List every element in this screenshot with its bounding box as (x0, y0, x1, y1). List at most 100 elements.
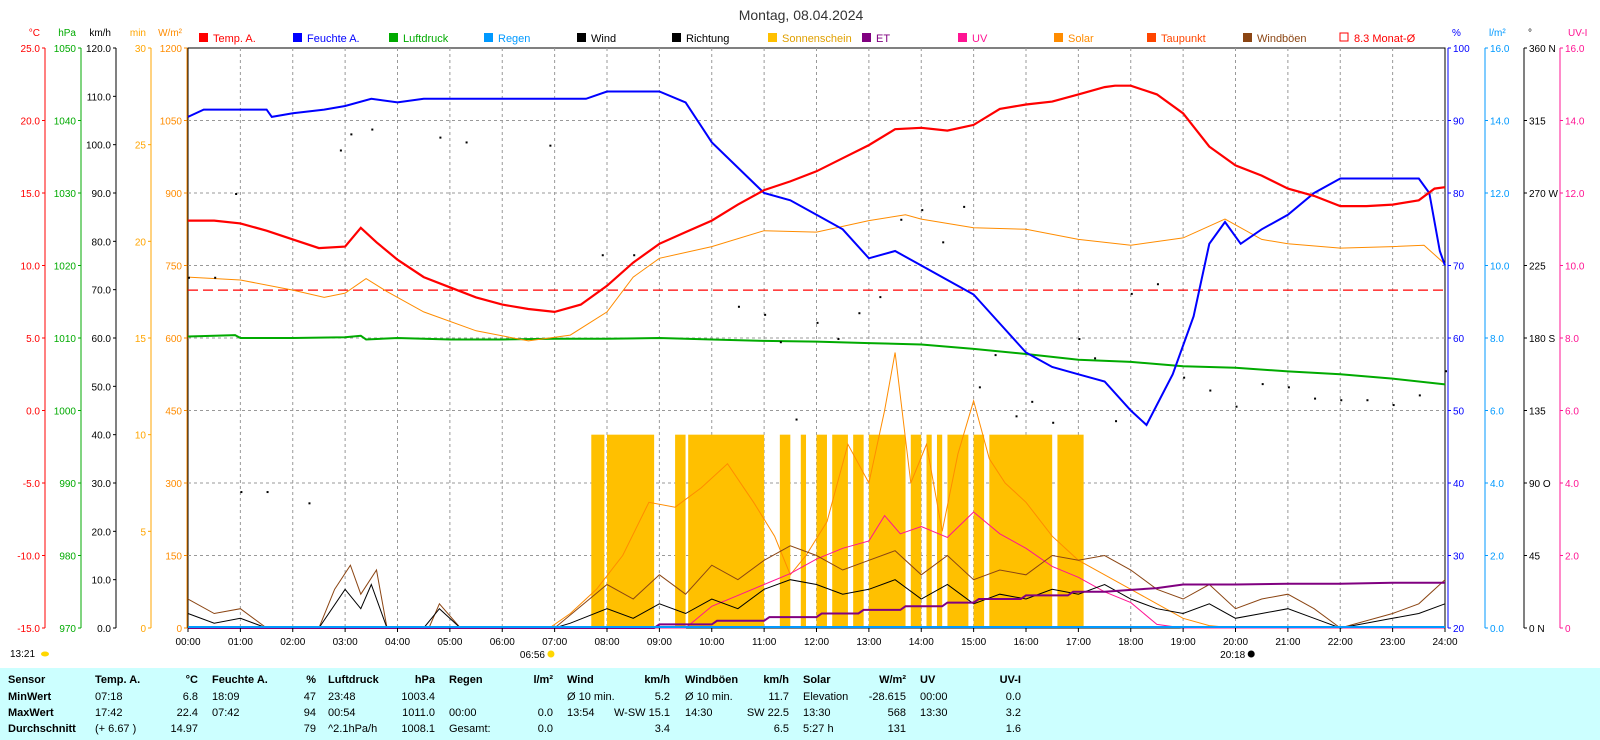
legend-label: UV (972, 33, 988, 45)
right-axis-tick-label: 16.0 (1565, 44, 1585, 55)
right-axis-tick-label: 12.0 (1490, 189, 1510, 200)
stats-cell-label: 18:09 (212, 691, 240, 703)
right-axis-unit: ° (1528, 28, 1532, 39)
stats-header: Temp. A. (95, 674, 141, 686)
direction-dot (1130, 292, 1133, 295)
x-axis-tick-label: 24:00 (1432, 637, 1457, 648)
direction-dot (1115, 420, 1118, 423)
left-axis-tick-label: 0.0 (26, 407, 40, 418)
right-axis-tick-label: 30 (1453, 552, 1465, 563)
direction-dot (978, 386, 981, 389)
left-axis-tick-label: 980 (59, 552, 76, 563)
stats-header: Regen (449, 674, 483, 686)
x-axis-tick-label: 16:00 (1013, 637, 1038, 648)
wind-direction-dots (188, 128, 1447, 505)
stats-cell-value: 22.4 (176, 707, 198, 719)
x-axis-tick-label: 00:00 (175, 637, 200, 648)
stats-header-unit: hPa (414, 674, 435, 686)
stats-cell-label: 07:18 (95, 691, 123, 703)
right-axis-unit: l/m² (1489, 28, 1506, 39)
left-axis-tick-label: 15 (135, 334, 147, 345)
stats-cell-value: 131 (887, 723, 906, 735)
left-axis-tick-label: 25 (135, 141, 147, 152)
direction-dot (1031, 400, 1034, 403)
x-axis-tick-label: 03:00 (333, 637, 358, 648)
left-axis-tick-label: 10.0 (92, 576, 112, 587)
chart-title: Montag, 08.04.2024 (739, 7, 864, 23)
statistics-panel: Sensor Temp. A. °C Feuchte A.% Luftdruck hPa R… (0, 668, 1600, 740)
stats-cell-value: 5.2 (654, 691, 670, 703)
left-axis-tick-label: 0 (176, 624, 182, 635)
left-axis-tick-label: 300 (165, 479, 182, 490)
legend-swatch (958, 33, 967, 42)
left-axis-unit: km/h (89, 28, 111, 39)
left-axis-unit: W/m² (158, 28, 183, 39)
right-axis-tick-label: 12.0 (1565, 189, 1585, 200)
right-axis-tick-label: 315 (1529, 117, 1546, 128)
legend-swatch (1243, 33, 1252, 42)
stats-cell-value: W-SW 15.1 (613, 707, 670, 719)
direction-dot (465, 141, 468, 144)
stats-cell-label: 17:42 (95, 707, 123, 719)
series-line-temp-a- (188, 84, 1446, 314)
legend-label: Luftdruck (403, 33, 449, 45)
legend-label: Windböen (1257, 33, 1307, 45)
right-axis-tick-label: 10.0 (1490, 262, 1510, 273)
stats-cell-value: 3.4 (654, 723, 670, 735)
x-axis-tick-label: 04:00 (385, 637, 410, 648)
right-axis-tick-label: 270 W (1529, 189, 1558, 200)
x-axis-tick-label: 22:00 (1328, 637, 1353, 648)
left-axis-tick-label: 600 (165, 334, 182, 345)
stats-cell-value: 6.5 (773, 723, 789, 735)
stats-header-unit: % (306, 674, 316, 686)
stats-header: Feuchte A. (212, 674, 268, 686)
right-axis-tick-label: 14.0 (1490, 117, 1510, 128)
left-axis-tick-label: 1040 (54, 117, 77, 128)
right-axis-tick-label: 16.0 (1490, 44, 1510, 55)
legend-swatch (1339, 32, 1349, 42)
sunshine-bar (591, 434, 605, 628)
left-axis-tick-label: 20 (135, 237, 147, 248)
stats-header: Solar (803, 674, 831, 686)
right-axis-tick-label: 70 (1453, 262, 1465, 273)
left-axis-tick-label: 0.0 (97, 624, 111, 635)
right-axis-tick-label: 225 (1529, 262, 1546, 273)
left-axis-tick-label: 20.0 (92, 527, 112, 538)
right-axis-tick-label: 2.0 (1490, 552, 1504, 563)
stats-cell-value: 47 (303, 691, 316, 703)
stats-cell-label: 13:30 (803, 707, 831, 719)
direction-dot (1015, 415, 1018, 418)
x-axis-tick-label: 12:00 (804, 637, 829, 648)
right-axis-tick-label: 80 (1453, 189, 1465, 200)
right-axis-unit: % (1452, 28, 1461, 39)
legend-swatch (389, 33, 398, 42)
stats-cell-value: 3.2 (1005, 707, 1021, 719)
left-axis-tick-label: 15.0 (21, 189, 41, 200)
legend-swatch (577, 33, 586, 42)
right-axis-tick-label: 60 (1453, 334, 1465, 345)
series-lines (187, 84, 1446, 629)
left-axis-tick-label: 0 (140, 624, 146, 635)
direction-dot (308, 502, 311, 505)
stats-header-unit: W/m² (879, 674, 906, 686)
direction-dot (214, 276, 217, 279)
direction-dot (1314, 397, 1317, 400)
direction-dot (1094, 357, 1097, 360)
left-axis-tick-label: 20.0 (21, 117, 41, 128)
direction-dot (240, 491, 243, 494)
legend-swatch (768, 33, 777, 42)
x-axis-tick-label: 05:00 (437, 637, 462, 648)
x-axis-tick-label: 07:00 (542, 637, 567, 648)
direction-dot (350, 133, 353, 136)
legend-label: Regen (498, 33, 530, 45)
sunshine-bars (591, 434, 1084, 628)
stats-cell-value: 1003.4 (401, 691, 435, 703)
sunshine-bar (800, 434, 807, 628)
right-axis-tick-label: 90 O (1529, 479, 1551, 490)
left-axis-tick-label: 110.0 (87, 92, 112, 103)
x-axis-tick-label: 01:00 (228, 637, 253, 648)
current-time: 13:21 (10, 649, 35, 660)
stats-header-unit: km/h (763, 674, 789, 686)
direction-dot (371, 128, 374, 131)
left-axis-tick-label: 50.0 (92, 382, 112, 393)
